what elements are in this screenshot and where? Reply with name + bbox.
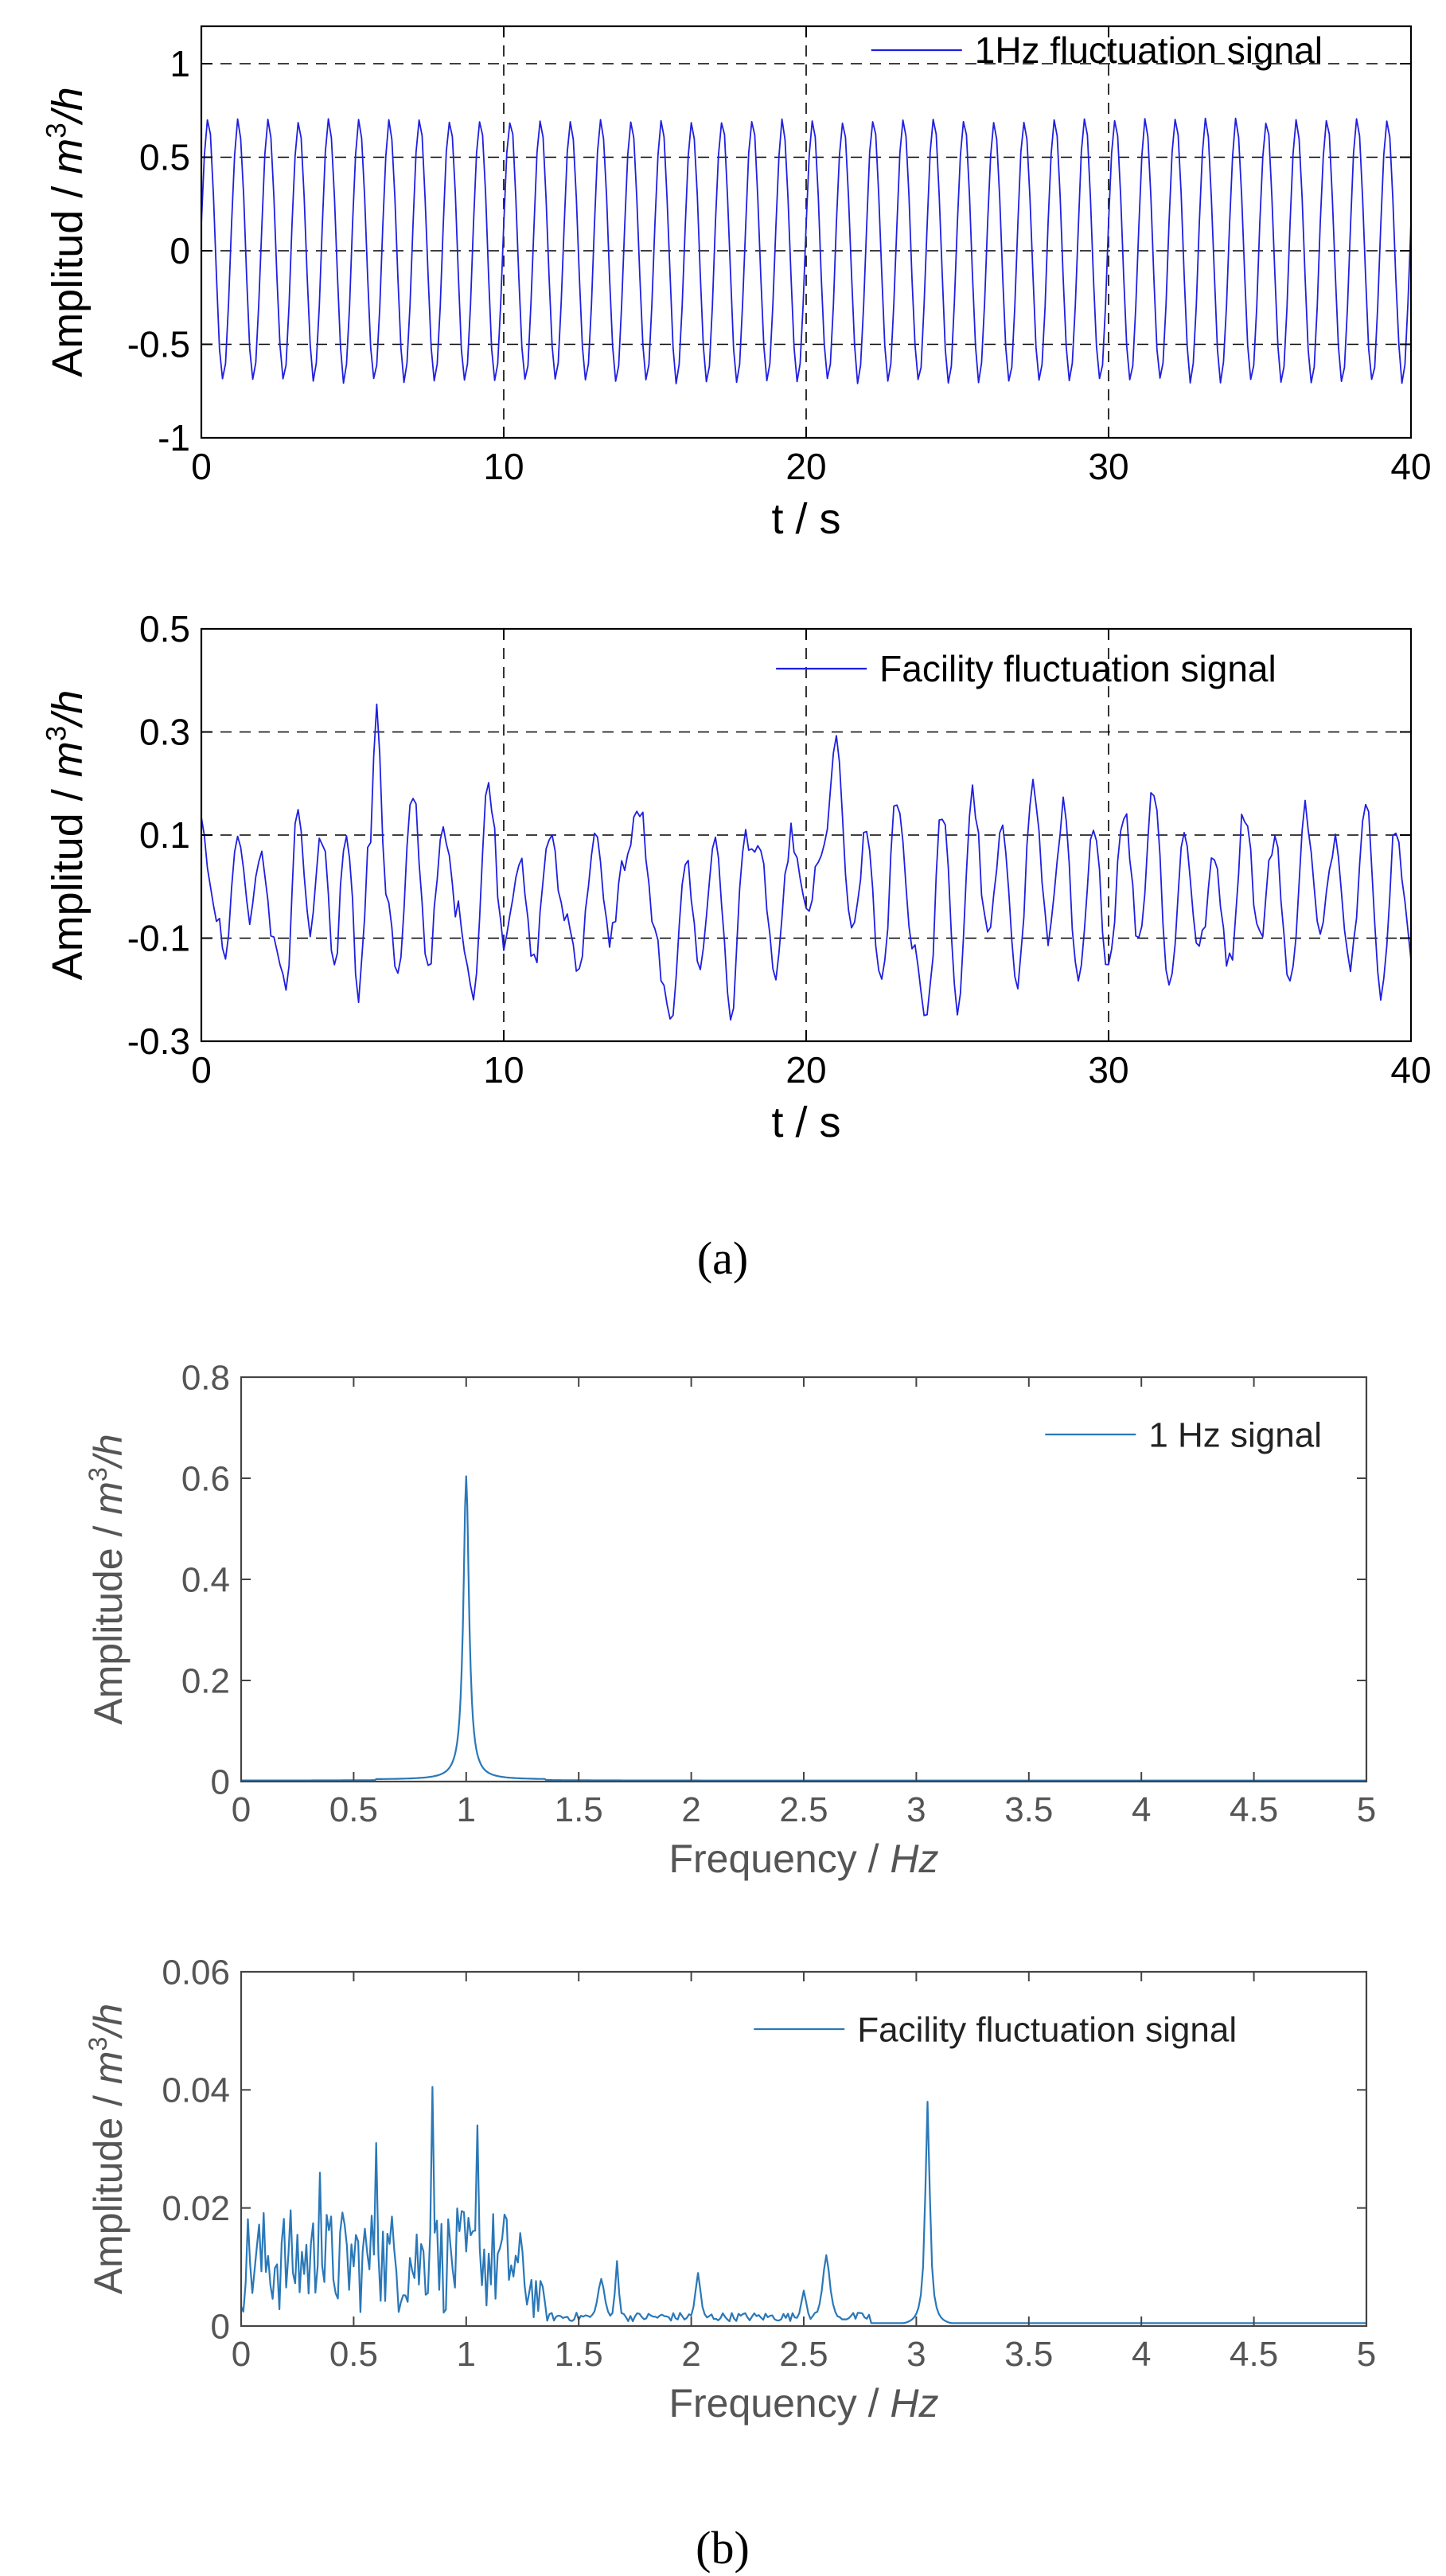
y-tick-label: 0.02 — [162, 2189, 230, 2228]
legend: Facility fluctuation signal — [776, 648, 1276, 689]
legend: 1 Hz signal — [1045, 1415, 1322, 1454]
y-tick-label: 0.06 — [162, 1953, 230, 1992]
chart-b-top: 0 0.5 1 1.5 2 2.5 3 3.5 4 4.5 5 0 0.2 0.4 0.6 0.8 Freque… — [84, 1358, 1376, 1881]
x-tick-label: 1.5 — [555, 1790, 603, 1829]
caption-b: (b) — [696, 2522, 750, 2574]
y-tick-label: 0.6 — [181, 1459, 230, 1498]
series-line — [201, 703, 1412, 1021]
x-tick-label: 2 — [681, 1790, 700, 1829]
y-tick-label: -0.3 — [127, 1021, 190, 1062]
x-tick-label: 40 — [1390, 1049, 1431, 1091]
x-tick-label: 5 — [1357, 1790, 1376, 1829]
y-tick-label: 0 — [211, 2307, 230, 2346]
legend-label: Facility fluctuation signal — [857, 2010, 1237, 2049]
x-tick-label: 40 — [1390, 446, 1431, 487]
y-tick-label: -0.1 — [127, 918, 190, 959]
x-tick-label: 0 — [191, 446, 212, 487]
y-axis-label: Amplitud / m3/h — [41, 690, 92, 981]
chart-b-bottom: 0 0.5 1 1.5 2 2.5 3 3.5 4 4.5 5 0 0.02 0.04 0.06 Freque… — [84, 1953, 1376, 2426]
x-tick-label: 30 — [1088, 446, 1128, 487]
x-axis-label: t / s — [771, 1099, 840, 1146]
x-tick-label: 1 — [457, 2335, 476, 2374]
y-tick-label: -1 — [158, 417, 190, 459]
y-tick-label: 0.04 — [162, 2071, 230, 2110]
x-tick-label: 0.5 — [329, 2335, 378, 2374]
x-tick-label: 10 — [483, 1049, 524, 1091]
legend: Facility fluctuation signal — [754, 2010, 1237, 2049]
y-tick-label: 0.3 — [139, 712, 190, 753]
legend-label: Facility fluctuation signal — [879, 648, 1276, 689]
x-tick-label: 3 — [906, 1790, 926, 1829]
legend-label: 1Hz fluctuation signal — [975, 29, 1323, 71]
chart-a-top: 0 10 20 30 40 -1 -0.5 0 0.5 1 t / s Amplitud / m3/h… — [41, 25, 1432, 543]
series-line — [201, 117, 1412, 384]
x-tick-label: 4.5 — [1230, 2335, 1278, 2374]
y-axis-label: Amplitude / m3/h — [84, 2004, 131, 2294]
x-tick-label: 3.5 — [1004, 1790, 1053, 1829]
y-tick-label: 0.5 — [139, 608, 190, 650]
x-tick-label: 0 — [232, 2335, 251, 2374]
x-tick-label: 20 — [785, 1049, 826, 1091]
x-tick-label: 3.5 — [1004, 2335, 1053, 2374]
y-tick-label: -0.5 — [127, 324, 190, 365]
y-tick-label: 0.2 — [181, 1661, 230, 1700]
x-tick-label: 0.5 — [329, 1790, 378, 1829]
series-line — [240, 2086, 1366, 2324]
legend-label: 1 Hz signal — [1148, 1415, 1322, 1454]
x-tick-label: 5 — [1357, 2335, 1376, 2374]
chart-a-bottom: 0 10 20 30 40 -0.3 -0.1 0.1 0.3 0.5 t / s Amplitud … — [41, 608, 1431, 1146]
x-tick-label: 3 — [906, 2335, 926, 2374]
x-tick-label: 2 — [681, 2335, 700, 2374]
y-axis-label: Amplitude / m3/h — [84, 1434, 131, 1724]
legend: 1Hz fluctuation signal — [871, 29, 1323, 71]
x-tick-label: 0 — [191, 1049, 212, 1091]
x-axis-label: Frequency / Hz — [668, 1836, 938, 1881]
y-tick-label: 0 — [211, 1762, 230, 1801]
caption-a: (a) — [697, 1232, 748, 1284]
x-tick-label: 30 — [1088, 1049, 1128, 1091]
y-tick-label: 0.1 — [139, 814, 190, 856]
x-axis-label: Frequency / Hz — [668, 2381, 938, 2426]
y-tick-label: 0.4 — [181, 1560, 230, 1599]
x-tick-label: 0 — [232, 1790, 251, 1829]
x-tick-label: 2.5 — [779, 2335, 828, 2374]
x-axis-label: t / s — [771, 495, 840, 543]
x-tick-label: 1.5 — [555, 2335, 603, 2374]
y-tick-label: 0.8 — [181, 1358, 230, 1397]
x-tick-label: 4.5 — [1230, 1790, 1278, 1829]
y-tick-label: 0 — [170, 230, 190, 271]
x-tick-label: 2.5 — [779, 1790, 828, 1829]
x-tick-label: 1 — [457, 1790, 476, 1829]
x-tick-label: 4 — [1132, 2335, 1151, 2374]
y-tick-label: 0.5 — [139, 137, 190, 178]
y-axis-label: Amplitud / m3/h — [41, 87, 92, 377]
x-tick-label: 20 — [785, 446, 826, 487]
x-tick-label: 10 — [483, 446, 524, 487]
x-tick-label: 4 — [1132, 1790, 1151, 1829]
y-tick-label: 1 — [170, 43, 190, 84]
